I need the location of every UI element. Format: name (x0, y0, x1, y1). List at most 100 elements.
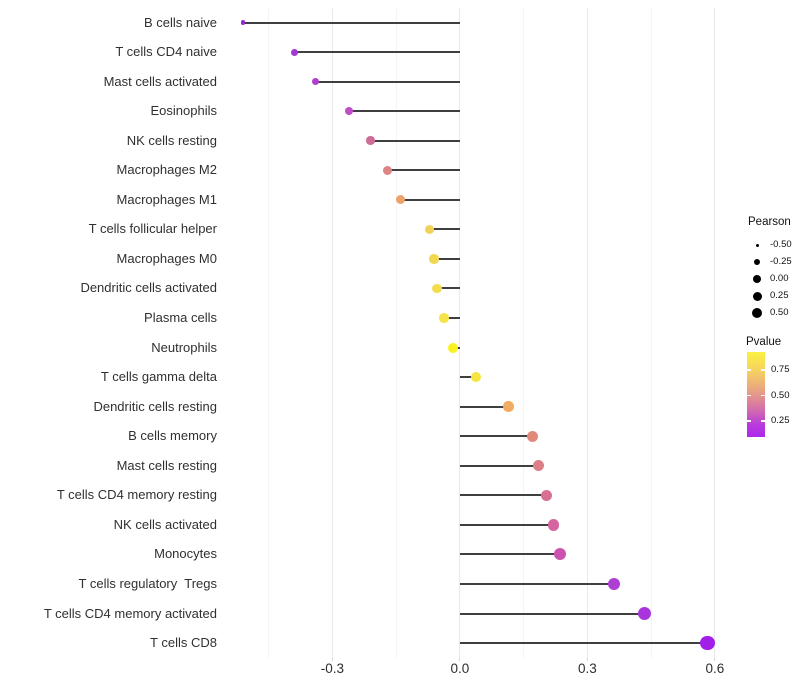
y-axis-label: T cells CD4 memory activated (43, 605, 217, 621)
y-axis-label: Macrophages M2 (116, 162, 217, 178)
legend-pvalue-tick-label: 0.75 (771, 364, 790, 376)
legend-pvalue-tick-label: 0.50 (771, 389, 790, 401)
lollipop-dot (290, 48, 298, 56)
y-axis-label: T cells CD4 naive (115, 44, 217, 60)
y-axis-label: T cells CD4 memory resting (56, 487, 217, 503)
lollipop-dot (311, 77, 320, 86)
legend-pvalue-tick-mark (761, 369, 765, 371)
legend-pvalue-tick-mark (747, 369, 751, 371)
lollipop-stem (459, 612, 645, 615)
x-tick-label: 0.6 (705, 661, 725, 676)
lollipop-dot (432, 283, 442, 294)
legend-pearson-title: Pearson (748, 216, 791, 228)
lollipop-stem (459, 376, 476, 379)
legend-size-dot (754, 259, 760, 265)
lollipop-dot (527, 430, 539, 442)
lollipop-stem (459, 523, 554, 526)
y-axis-label: Dendritic cells resting (93, 398, 217, 414)
lollipop-dot (240, 20, 246, 25)
legend-size-dot (752, 291, 762, 301)
y-axis-label: T cells regulatory Tregs (78, 575, 217, 591)
grid-line-minor (650, 8, 652, 658)
legend-size-label: -0.50 (770, 239, 792, 250)
lollipop-stem (370, 139, 460, 142)
lollipop-dot (503, 401, 514, 412)
x-tick-mark (331, 658, 333, 661)
lollipop-stem (387, 169, 460, 172)
lollipop-stem (315, 80, 460, 83)
grid-line-major (586, 8, 588, 658)
grid-line-major (714, 8, 716, 658)
lollipop-dot (607, 577, 621, 591)
lollipop-dot (383, 165, 393, 175)
lollipop-stem (349, 110, 460, 113)
y-axis-label: Macrophages M1 (116, 191, 217, 207)
y-axis-label: Neutrophils (151, 339, 217, 355)
legend-size-label: -0.25 (770, 256, 792, 267)
y-axis-label: Plasma cells (144, 310, 217, 325)
lollipop-dot (471, 372, 481, 383)
lollipop-stem (400, 198, 460, 201)
legend-pvalue-tick-mark (761, 394, 765, 397)
lollipop-stem (294, 51, 460, 54)
lollipop-stem (459, 494, 547, 497)
grid-line-minor (523, 8, 525, 658)
lollipop-dot (547, 519, 560, 531)
legend-pvalue-tick-mark (761, 420, 765, 422)
y-axis-label: Dendritic cells activated (80, 280, 217, 296)
x-tick-label: 0.3 (577, 661, 597, 676)
lollipop-dot (424, 224, 434, 235)
lollipop-dot (554, 548, 567, 561)
lollipop-dot (439, 313, 449, 323)
lollipop-stem (459, 464, 539, 467)
grid-line-minor (395, 8, 397, 658)
lollipop-dot (345, 107, 354, 116)
lollipop-dot (540, 489, 553, 502)
lollipop-stem (444, 317, 460, 319)
y-axis-label: B cells memory (128, 428, 217, 444)
grid-line-minor (268, 8, 270, 658)
lollipop-stem (433, 257, 460, 260)
lollipop-dot (429, 254, 439, 264)
legend-pvalue-tick-label: 0.25 (771, 414, 790, 426)
grid-line-major (331, 8, 333, 658)
lollipop-stem (459, 582, 615, 585)
y-axis-label: T cells CD8 (150, 635, 217, 651)
legend-size-dot (753, 275, 761, 283)
x-tick-mark (459, 658, 461, 661)
y-axis-label: B cells naive (144, 14, 217, 30)
y-axis-label: Mast cells resting (116, 457, 217, 473)
grid-line-major (459, 8, 461, 658)
legend-pvalue-tick-mark (747, 394, 751, 397)
lollipop-dot (395, 195, 405, 205)
y-axis-label: NK cells activated (113, 516, 217, 532)
lollipop-dot (700, 635, 715, 651)
lollipop-stem (459, 642, 708, 645)
lollipop-dot (533, 460, 545, 472)
y-axis-label: T cells follicular helper (88, 221, 217, 237)
lollipop-dot (366, 136, 375, 145)
plot-panel (221, 8, 731, 658)
legend-pvalue-gradient-bar (747, 352, 765, 437)
y-axis-label: NK cells resting (126, 132, 217, 148)
y-axis-label: Monocytes (154, 546, 217, 562)
legend-pvalue-title: Pvalue (746, 336, 782, 348)
x-tick-label: 0.0 (450, 661, 470, 676)
legend-size-label: 0.25 (770, 290, 789, 301)
lollipop-stem (429, 228, 460, 231)
y-axis-label: Mast cells activated (103, 73, 217, 89)
legend-pvalue-tick-mark (747, 420, 751, 422)
legend-size-label: 0.00 (770, 273, 789, 284)
y-axis-label: Eosinophils (150, 103, 218, 119)
legend-size-label: 0.50 (770, 307, 789, 318)
y-axis-label: Macrophages M0 (116, 250, 217, 266)
lollipop-stem (459, 435, 533, 438)
lollipop-dot (638, 607, 652, 620)
x-tick-label: -0.3 (320, 661, 344, 676)
lollipop-stem (243, 21, 460, 24)
lollipop-stem (459, 553, 561, 556)
lollipop-stem (459, 405, 509, 408)
lollipop-stem (436, 287, 460, 290)
x-tick-mark (714, 658, 716, 661)
